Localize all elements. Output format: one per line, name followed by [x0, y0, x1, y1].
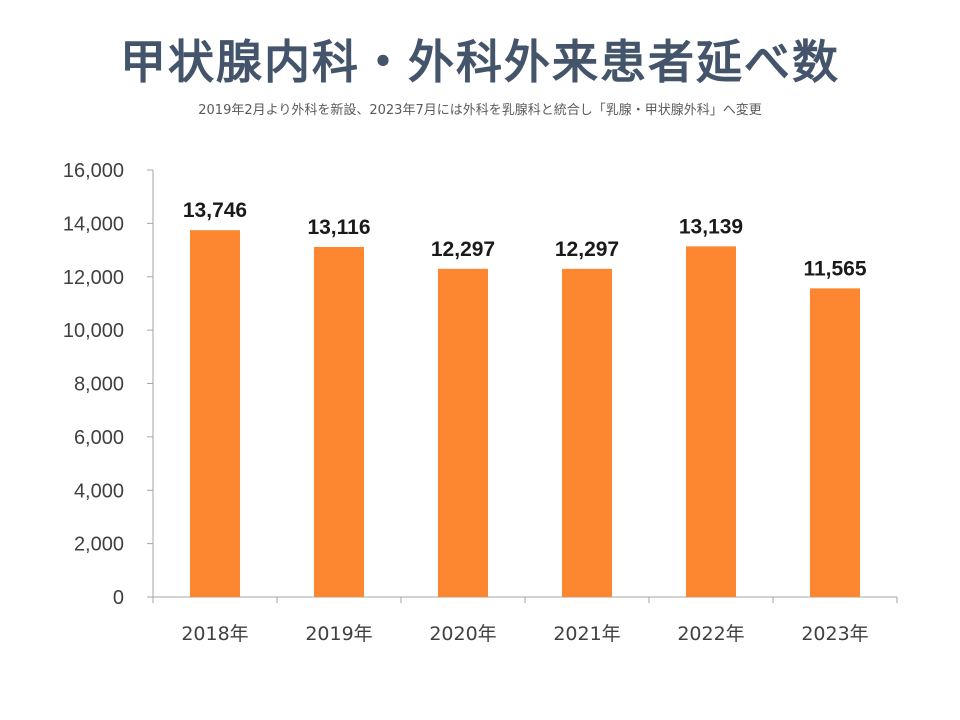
x-category-label: 2023年 — [801, 623, 868, 645]
x-category-label: 2020年 — [429, 623, 496, 645]
y-tick-label: 2,000 — [74, 534, 124, 556]
chart-subtitle: 2019年2月より外科を新設、2023年7月には外科を乳腺科と統合し「乳腺・甲状… — [198, 103, 762, 118]
y-tick-label: 16,000 — [63, 160, 124, 182]
bar[interactable] — [686, 246, 736, 597]
bar[interactable] — [190, 230, 240, 597]
x-category-label: 2021年 — [553, 623, 620, 645]
chart-title: 甲状腺内科・外科外来患者延べ数 — [120, 35, 840, 89]
data-label: 13,746 — [183, 199, 247, 222]
data-label: 13,139 — [679, 215, 743, 238]
y-tick-label: 14,000 — [63, 213, 124, 235]
data-label: 13,116 — [307, 216, 370, 239]
y-tick-label: 6,000 — [74, 427, 124, 449]
y-tick-label: 10,000 — [63, 320, 124, 342]
bar[interactable] — [810, 288, 860, 597]
bar[interactable] — [562, 268, 612, 597]
data-label: 11,565 — [803, 257, 866, 280]
x-category-label: 2019年 — [305, 623, 372, 645]
bar[interactable] — [438, 268, 488, 597]
data-label: 12,297 — [555, 238, 619, 261]
y-tick-label: 12,000 — [63, 267, 124, 289]
x-category-label: 2018年 — [181, 623, 248, 645]
x-category-label: 2022年 — [677, 623, 744, 645]
bar[interactable] — [314, 246, 364, 598]
data-label: 12,297 — [431, 238, 495, 261]
y-tick-label: 8,000 — [74, 374, 124, 396]
y-tick-label: 0 — [113, 587, 124, 609]
y-tick-label: 4,000 — [74, 480, 124, 502]
